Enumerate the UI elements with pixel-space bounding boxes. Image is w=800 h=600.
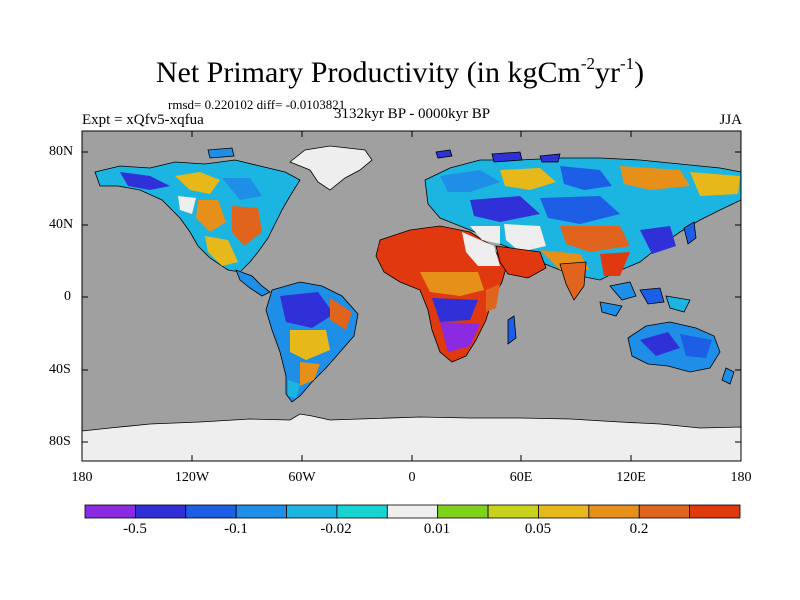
lon-label-120e: 120E — [616, 470, 646, 485]
lon-label-60w: 60W — [288, 470, 316, 485]
north-america-region — [94, 159, 301, 273]
colorbar-box — [84, 504, 136, 519]
colorbar-label: -0.02 — [320, 521, 352, 537]
colorbar-box — [538, 504, 590, 519]
colorbar-label: -0.5 — [123, 521, 147, 537]
lon-label-60e: 60E — [509, 470, 533, 485]
central-america — [235, 269, 271, 297]
lat-label-40s: 40S — [49, 362, 71, 377]
colorbar-label: 0.2 — [629, 521, 649, 537]
arabian-peninsula — [495, 245, 547, 279]
colorbar-box — [487, 504, 539, 519]
colorbar-box — [588, 504, 640, 519]
lon-label-120w: 120W — [174, 470, 210, 485]
arctic-islands — [207, 147, 561, 163]
india — [559, 261, 587, 301]
antarctica — [81, 413, 742, 462]
colorbar-box — [638, 504, 691, 519]
colorbar-box — [134, 504, 187, 519]
lon-label-0: 0 — [408, 470, 416, 485]
colorbar-label: 0.01 — [423, 521, 451, 537]
colorbar-box — [386, 504, 439, 519]
australia-region — [627, 321, 721, 373]
stats-label: rmsd= 0.220102 diff= -0.0103821 — [168, 97, 346, 112]
south-america-region — [265, 281, 359, 403]
colorbar-box — [235, 504, 287, 519]
colorbar-box — [286, 504, 338, 519]
lon-label-180e: 180 — [730, 470, 752, 485]
colorbar — [84, 504, 741, 519]
plot-title: Net Primary Productivity (in kgCm-2yr-1) — [155, 54, 645, 89]
new-zealand — [721, 367, 735, 385]
lat-label-0: 0 — [64, 289, 71, 304]
lat-label-40n: 40N — [49, 217, 74, 232]
colorbar-label: -0.1 — [224, 521, 248, 537]
sea-islands — [599, 281, 691, 317]
x-ticks — [81, 131, 742, 461]
colorbar-label: 0.05 — [524, 521, 552, 537]
y-ticks — [82, 151, 741, 443]
greenland — [289, 145, 373, 191]
eurasia-region — [424, 157, 742, 281]
colorbar-box — [689, 504, 741, 519]
colorbar-box — [437, 504, 489, 519]
season-label: JJA — [719, 112, 742, 128]
madagascar — [507, 315, 517, 345]
lat-label-80s: 80S — [49, 434, 71, 449]
japan — [683, 221, 697, 245]
colorbar-box — [185, 504, 237, 519]
lon-label-180w: 180 — [71, 470, 93, 485]
colorbar-box — [336, 504, 388, 519]
lat-label-80n: 80N — [49, 144, 74, 159]
africa-region — [375, 225, 507, 363]
experiment-label: Expt = xQfv5-xqfua — [82, 112, 204, 128]
period-label: 3132kyr BP - 0000kyr BP — [333, 106, 491, 122]
